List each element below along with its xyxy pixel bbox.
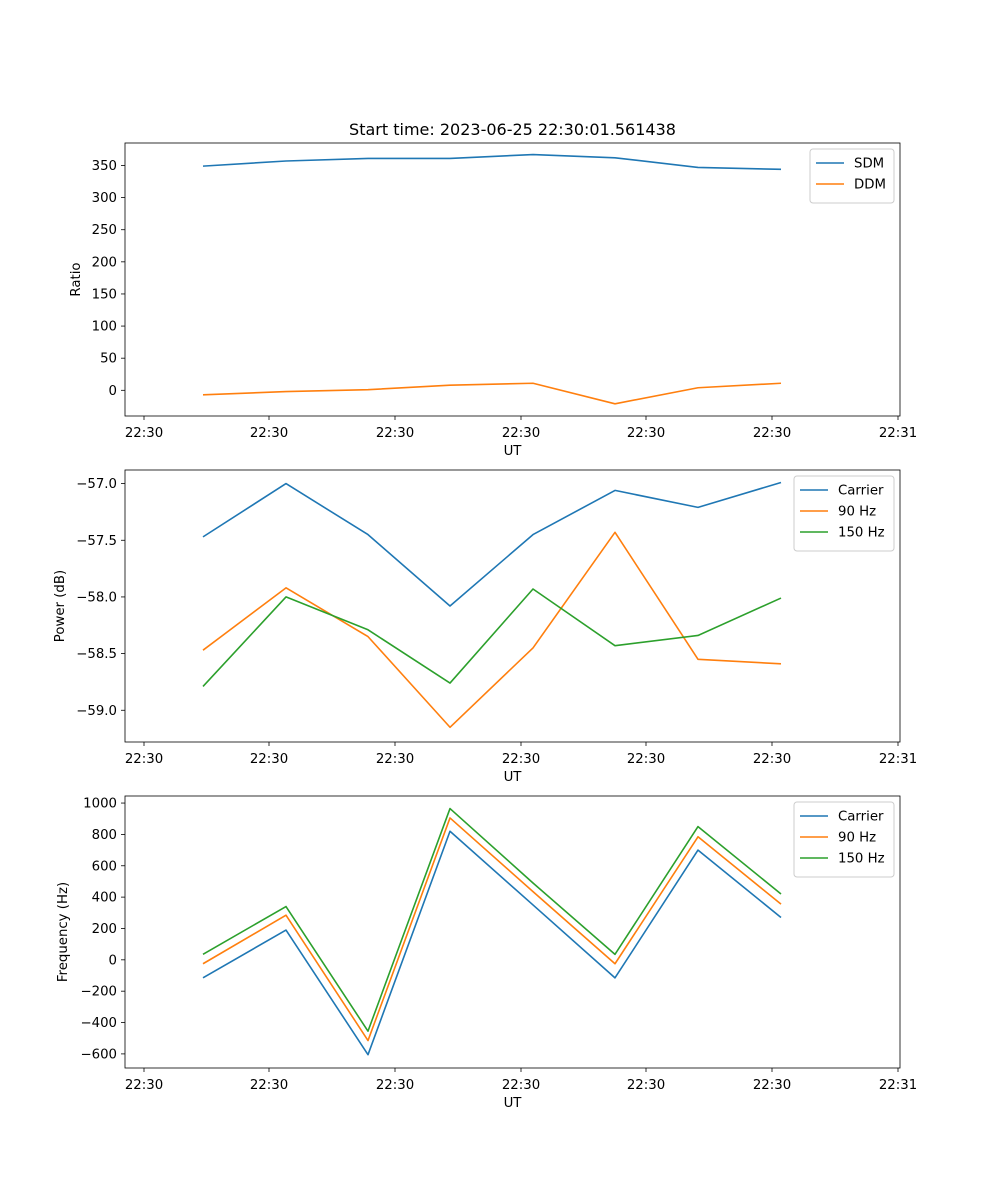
- y-tick-label: 100: [92, 320, 117, 335]
- y-tick-label: −57.0: [76, 477, 117, 492]
- axes-frame: [124, 795, 901, 1069]
- series-line-sdm: [202, 153, 782, 171]
- x-tick-label: 22:30: [376, 1078, 414, 1093]
- y-tick-label: −200: [80, 985, 117, 1000]
- y-tick-label: −59.0: [76, 704, 117, 719]
- series-line-carrier: [202, 830, 782, 1056]
- y-tick-label: 150: [92, 287, 117, 302]
- y-tick-label: 0: [109, 953, 117, 968]
- x-tick-label: 22:30: [627, 1078, 665, 1093]
- y-tick-label: 600: [92, 859, 117, 874]
- axes-frame: [124, 469, 901, 743]
- axes-frame: [124, 142, 901, 417]
- y-tick-label: 1000: [83, 797, 117, 812]
- series-line-90-hz: [202, 817, 782, 1042]
- y-tick-label: −58.0: [76, 590, 117, 605]
- legend-entry: Carrier: [838, 810, 884, 825]
- x-tick-label: 22:30: [376, 752, 414, 767]
- legend-entry: SDM: [854, 157, 884, 172]
- x-tick-label: 22:30: [502, 752, 540, 767]
- y-tick-label: −600: [80, 1047, 117, 1062]
- y-tick-label: −400: [80, 1016, 117, 1031]
- x-tick-label: 22:31: [879, 1078, 917, 1093]
- x-tick-label: 22:30: [250, 1078, 288, 1093]
- x-axis-label: UT: [504, 770, 523, 785]
- y-tick-label: 200: [92, 255, 117, 270]
- legend-entry: DDM: [854, 178, 886, 193]
- y-tick-label: 0: [109, 384, 117, 399]
- x-tick-label: 22:30: [125, 1078, 163, 1093]
- chart-panel-1: Start time: 2023-06-25 22:30:01.561438 22…: [69, 120, 917, 459]
- y-tick-label: 200: [92, 922, 117, 937]
- series-line-150-hz: [202, 588, 782, 688]
- legend: Carrier 90 Hz 150 Hz: [793, 801, 895, 878]
- x-tick-label: 22:30: [250, 426, 288, 441]
- legend-entry: 90 Hz: [838, 831, 876, 846]
- chart-title: Start time: 2023-06-25 22:30:01.561438: [349, 120, 676, 139]
- series-line-carrier: [202, 481, 782, 607]
- x-tick-label: 22:30: [376, 426, 414, 441]
- legend-entry: 150 Hz: [838, 852, 885, 867]
- x-tick-label: 22:30: [627, 426, 665, 441]
- x-tick-label: 22:30: [502, 1078, 540, 1093]
- y-tick-label: −57.5: [76, 534, 117, 549]
- y-axis-label: Power (dB): [53, 570, 68, 642]
- y-tick-label: 300: [92, 191, 117, 206]
- x-tick-label: 22:30: [250, 752, 288, 767]
- x-axis-label: UT: [504, 444, 523, 459]
- x-tick-label: 22:30: [753, 1078, 791, 1093]
- legend: Carrier 90 Hz 150 Hz: [793, 475, 895, 552]
- y-tick-label: 50: [100, 352, 117, 367]
- y-axis-label: Frequency (Hz): [56, 882, 71, 982]
- x-tick-label: 22:30: [627, 752, 665, 767]
- y-tick-label: 800: [92, 828, 117, 843]
- x-tick-label: 22:31: [879, 426, 917, 441]
- y-tick-label: 350: [92, 159, 117, 174]
- legend-entry: 150 Hz: [838, 526, 885, 541]
- x-tick-label: 22:30: [125, 752, 163, 767]
- x-axis-label: UT: [504, 1096, 523, 1111]
- y-tick-label: −58.5: [76, 647, 117, 662]
- series-line-90-hz: [202, 531, 782, 729]
- x-tick-label: 22:30: [753, 752, 791, 767]
- x-tick-label: 22:31: [879, 752, 917, 767]
- legend-entry: Carrier: [838, 484, 884, 499]
- x-tick-label: 22:30: [125, 426, 163, 441]
- y-axis-label: Ratio: [69, 262, 84, 296]
- x-tick-label: 22:30: [753, 426, 791, 441]
- legend-entry: 90 Hz: [838, 505, 876, 520]
- y-tick-label: 250: [92, 223, 117, 238]
- series-line-150-hz: [202, 807, 782, 1032]
- chart-panel-3: 22:30 22:30 22:30 22:30 22:30 22:30 22:31 −600 −…: [56, 795, 917, 1111]
- chart-panel-2: 22:30 22:30 22:30 22:30 22:30 22:30 22:31 −59.0…: [53, 469, 917, 785]
- x-tick-label: 22:30: [502, 426, 540, 441]
- legend: SDM DDM: [809, 148, 895, 204]
- y-tick-label: 400: [92, 891, 117, 906]
- series-line-ddm: [202, 382, 782, 405]
